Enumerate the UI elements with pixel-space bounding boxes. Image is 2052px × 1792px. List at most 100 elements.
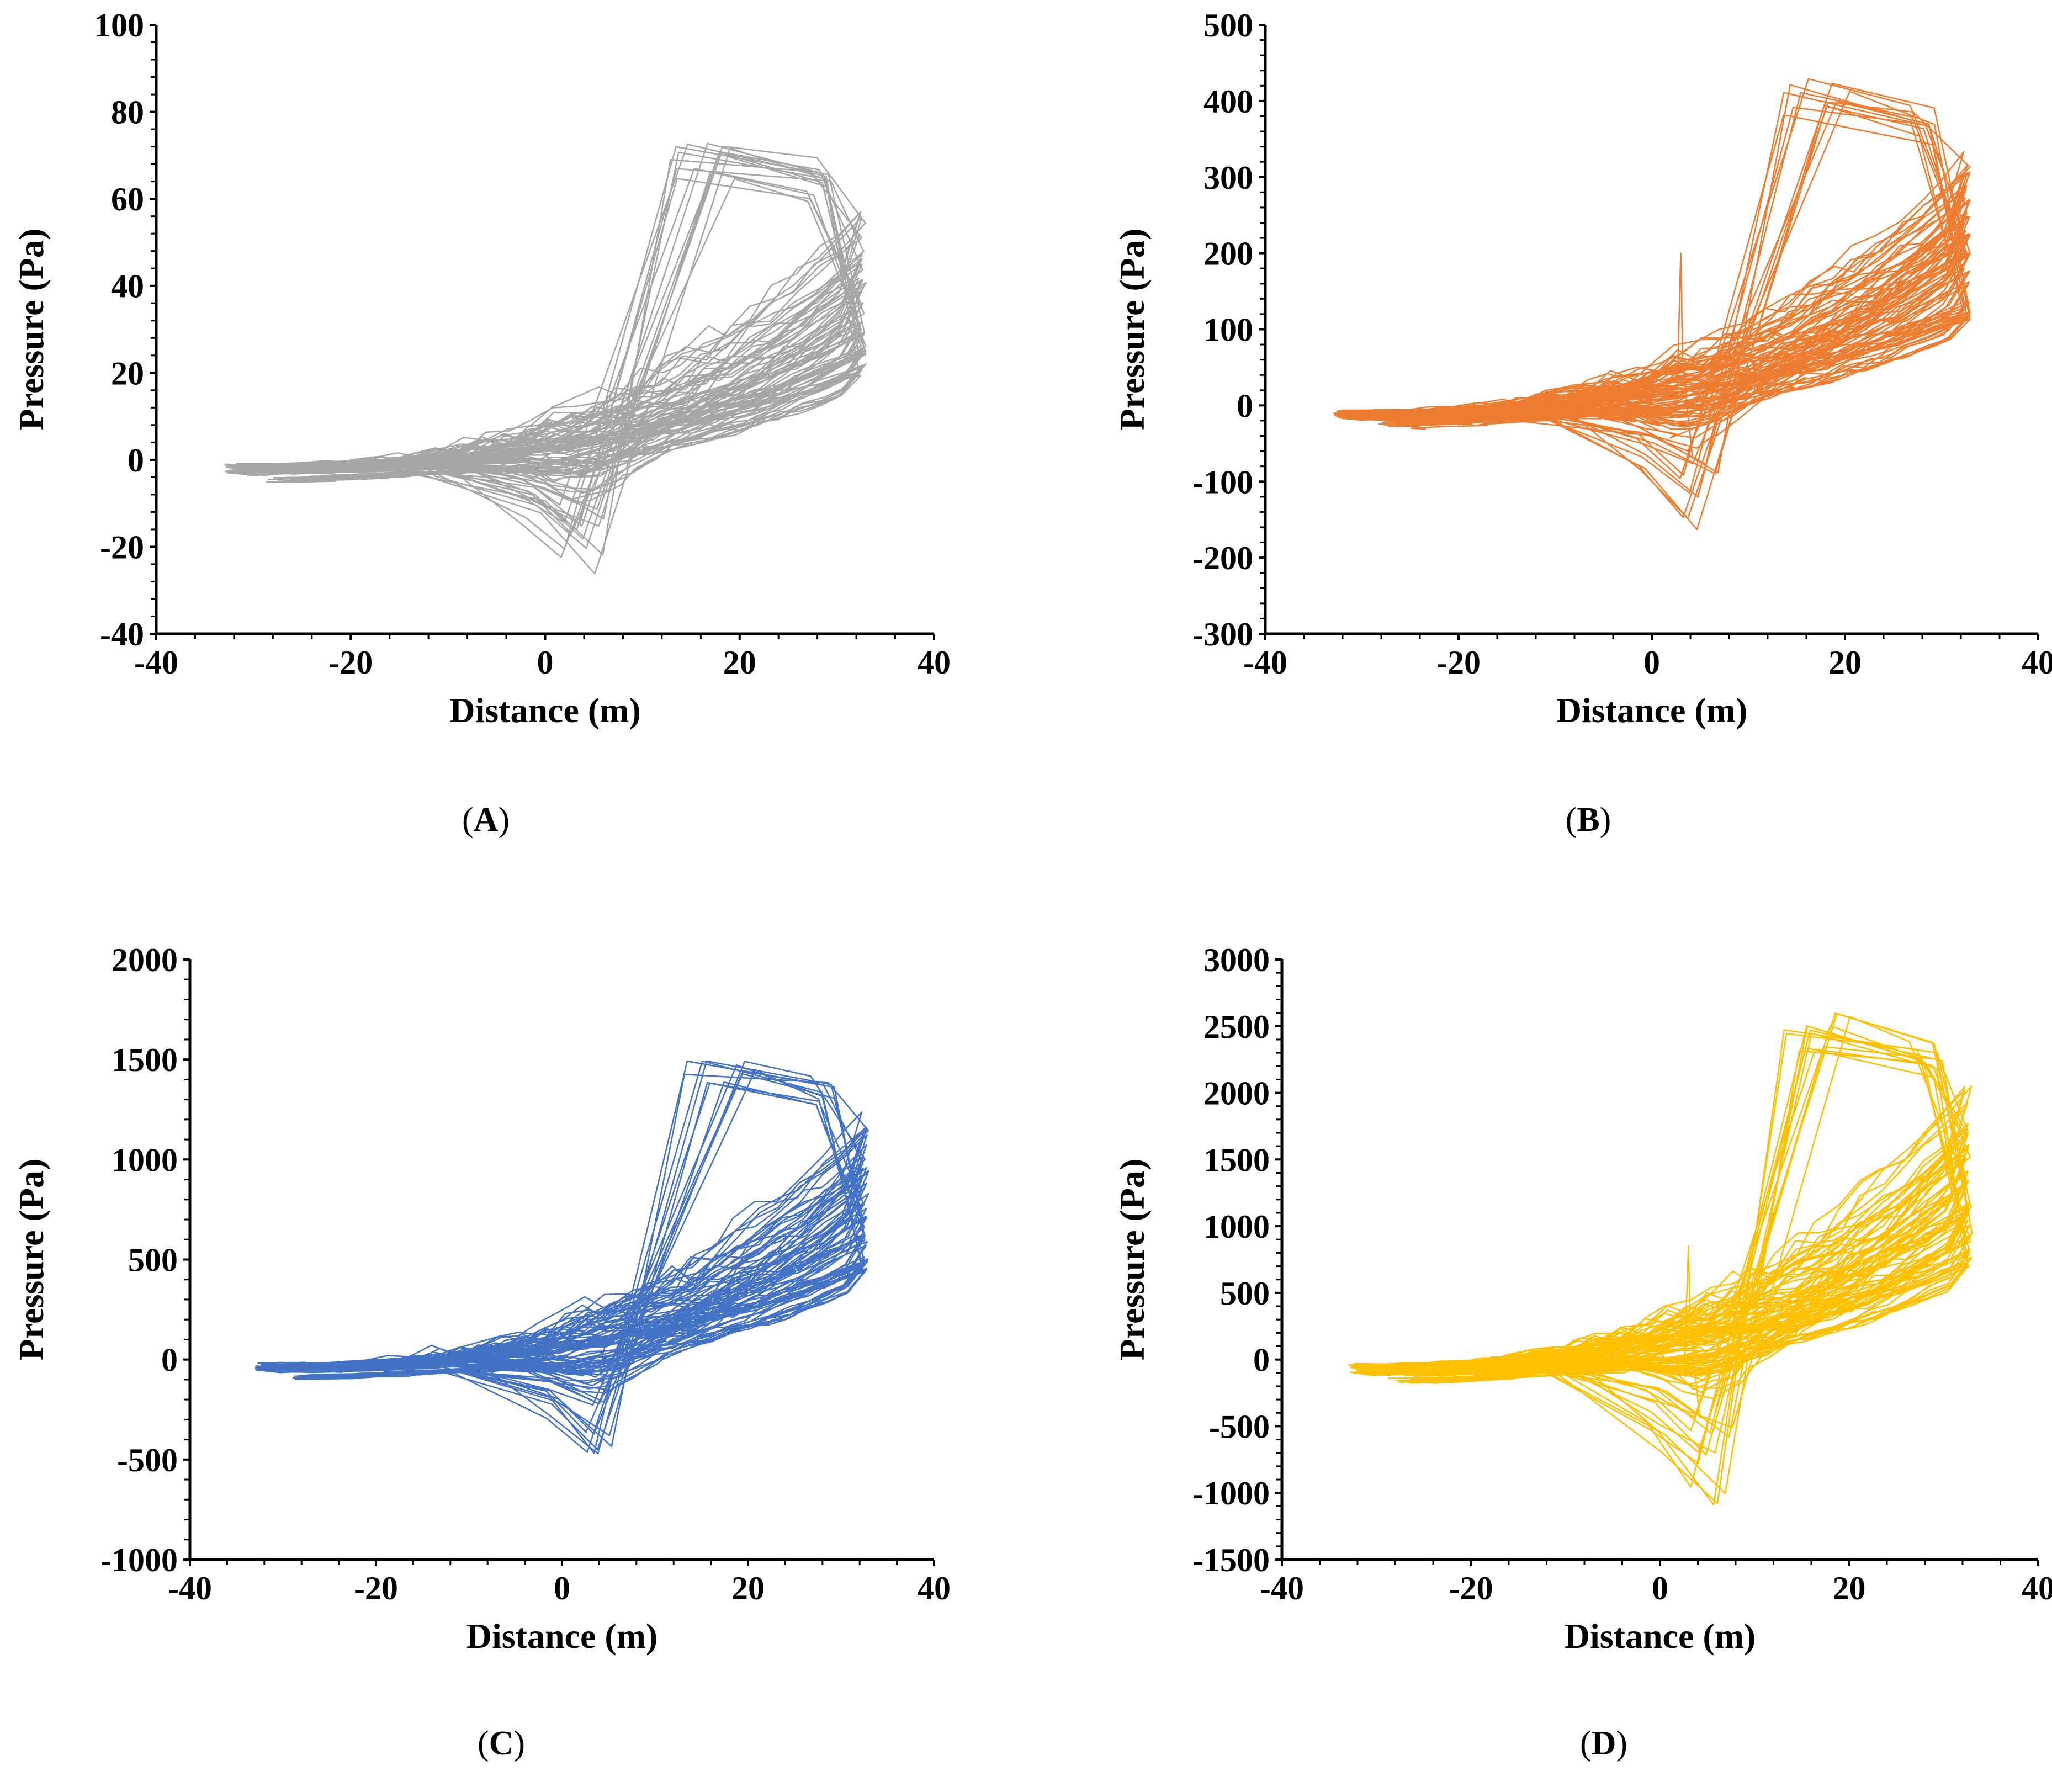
y-tick-label: 3000 xyxy=(1203,942,1270,978)
y-tick-label: 40 xyxy=(111,268,144,305)
series-line-45 xyxy=(266,1073,869,1448)
series-group xyxy=(254,1060,869,1455)
series-line-30 xyxy=(257,1064,865,1406)
series-line-53 xyxy=(1684,1245,1701,1419)
caption-open-paren: ( xyxy=(478,1725,489,1762)
x-axis-title: Distance (m) xyxy=(466,1616,658,1656)
y-tick-label: 2500 xyxy=(1203,1009,1270,1045)
series-group xyxy=(1348,1012,1973,1505)
y-tick-label: -300 xyxy=(1192,616,1253,653)
y-tick-label: 200 xyxy=(1203,236,1253,272)
y-tick-label: -100 xyxy=(1192,464,1253,500)
y-tick-label: 80 xyxy=(111,94,144,131)
y-tick-label: 1000 xyxy=(1203,1208,1270,1245)
panel-d: -1500 -1000 -500 0 500 1000 1500 2000 2500 3000 -4… xyxy=(1112,942,2052,1762)
series-group xyxy=(1333,78,1971,531)
y-tick-label: -40 xyxy=(100,616,144,653)
panel-caption: (C) xyxy=(478,1725,525,1762)
x-tick-label: 40 xyxy=(918,644,951,681)
series-line-44 xyxy=(1351,1202,1969,1371)
caption-open-paren: ( xyxy=(462,801,474,839)
x-axis-title: Distance (m) xyxy=(449,691,641,730)
x-axis-title: Distance (m) xyxy=(1556,691,1748,730)
series-group xyxy=(224,142,867,575)
x-tick-label: -40 xyxy=(1243,644,1287,681)
series-line-50 xyxy=(1350,233,1969,423)
y-tick-label: 2000 xyxy=(1203,1075,1270,1112)
caption-open-paren: ( xyxy=(1566,801,1577,839)
y-tick-label: -1000 xyxy=(1192,1475,1270,1512)
y-tick-label: -20 xyxy=(100,529,144,565)
y-tick-label: -500 xyxy=(117,1442,178,1478)
y-tick-label: 400 xyxy=(1203,83,1253,120)
series-line-52 xyxy=(1366,1102,1968,1383)
x-axis-title: Distance (m) xyxy=(1565,1616,1756,1656)
series-line-46 xyxy=(258,1270,866,1380)
series-line-53 xyxy=(1676,252,1693,458)
y-axis-title: Pressure (Pa) xyxy=(1112,1159,1152,1361)
x-tick-label: -20 xyxy=(328,644,373,681)
x-tick-label: 0 xyxy=(554,1570,570,1607)
y-tick-label: -1500 xyxy=(1192,1542,1270,1578)
x-tick-label: -40 xyxy=(134,644,178,681)
caption-letter: B xyxy=(1577,801,1599,839)
x-tick-label: 40 xyxy=(918,1570,951,1607)
caption-open-paren: ( xyxy=(1580,1725,1592,1762)
x-tick-label: 0 xyxy=(537,644,554,681)
caption-letter: D xyxy=(1592,1725,1616,1762)
series-line-51 xyxy=(1341,234,1970,427)
caption-close-paren: ) xyxy=(1616,1725,1627,1762)
x-tick-label: 40 xyxy=(2022,1570,2052,1607)
y-tick-label: 300 xyxy=(1203,160,1253,196)
x-tick-label: -20 xyxy=(1436,644,1481,681)
y-axis-title: Pressure (Pa) xyxy=(1112,229,1152,431)
x-tick-label: 20 xyxy=(1828,644,1862,681)
y-tick-label: 100 xyxy=(94,7,144,44)
caption-close-paren: ) xyxy=(513,1725,525,1762)
caption-letter: C xyxy=(489,1725,514,1762)
panel-caption: (B) xyxy=(1566,801,1611,839)
y-tick-label: 0 xyxy=(161,1342,178,1379)
panel-a: -40 -20 0 20 40 60 80 100 -40 -20 0 20 40 Distance (m… xyxy=(12,7,951,839)
series-line-6 xyxy=(255,1081,865,1451)
panel-c: -1000 -500 0 500 1000 1500 2000 -40 -20 0 20 40 Dist… xyxy=(12,942,951,1762)
series-line-45 xyxy=(235,279,863,475)
y-tick-label: 500 xyxy=(1220,1275,1270,1312)
series-line-34 xyxy=(266,1167,864,1371)
series-line-48 xyxy=(255,1184,864,1375)
series-line-47 xyxy=(268,1144,867,1370)
panel-caption: (D) xyxy=(1580,1725,1627,1762)
y-tick-label: -1000 xyxy=(100,1542,178,1578)
y-tick-label: 0 xyxy=(1253,1342,1270,1379)
series-line-43 xyxy=(230,292,861,481)
series-line-41 xyxy=(1346,165,1968,417)
series-line-14 xyxy=(236,145,866,558)
x-tick-label: -40 xyxy=(1260,1570,1304,1607)
panel-caption: (A) xyxy=(462,801,510,839)
series-line-41 xyxy=(263,1060,865,1454)
y-tick-label: 1000 xyxy=(112,1142,178,1178)
x-tick-label: -20 xyxy=(1449,1570,1493,1607)
caption-letter: A xyxy=(474,801,499,839)
series-line-50 xyxy=(1365,1266,1968,1375)
caption-close-paren: ) xyxy=(498,801,510,839)
y-tick-label: 500 xyxy=(1203,7,1253,44)
series-line-49 xyxy=(1354,1085,1966,1377)
x-tick-label: 40 xyxy=(2022,644,2052,681)
x-tick-label: 20 xyxy=(723,644,756,681)
series-line-52 xyxy=(1336,200,1971,427)
y-tick-label: 100 xyxy=(1203,312,1253,348)
y-tick-label: 0 xyxy=(128,442,144,479)
y-tick-label: 60 xyxy=(111,181,144,218)
y-axis-title: Pressure (Pa) xyxy=(12,229,51,431)
y-tick-label: 500 xyxy=(128,1242,178,1279)
y-tick-label: 2000 xyxy=(112,942,178,978)
x-tick-label: 20 xyxy=(731,1570,765,1607)
x-tick-label: -20 xyxy=(354,1570,398,1607)
x-tick-label: -40 xyxy=(168,1570,212,1607)
y-tick-label: -200 xyxy=(1192,540,1253,576)
y-tick-label: 20 xyxy=(111,355,144,391)
x-tick-label: 0 xyxy=(1652,1570,1668,1607)
